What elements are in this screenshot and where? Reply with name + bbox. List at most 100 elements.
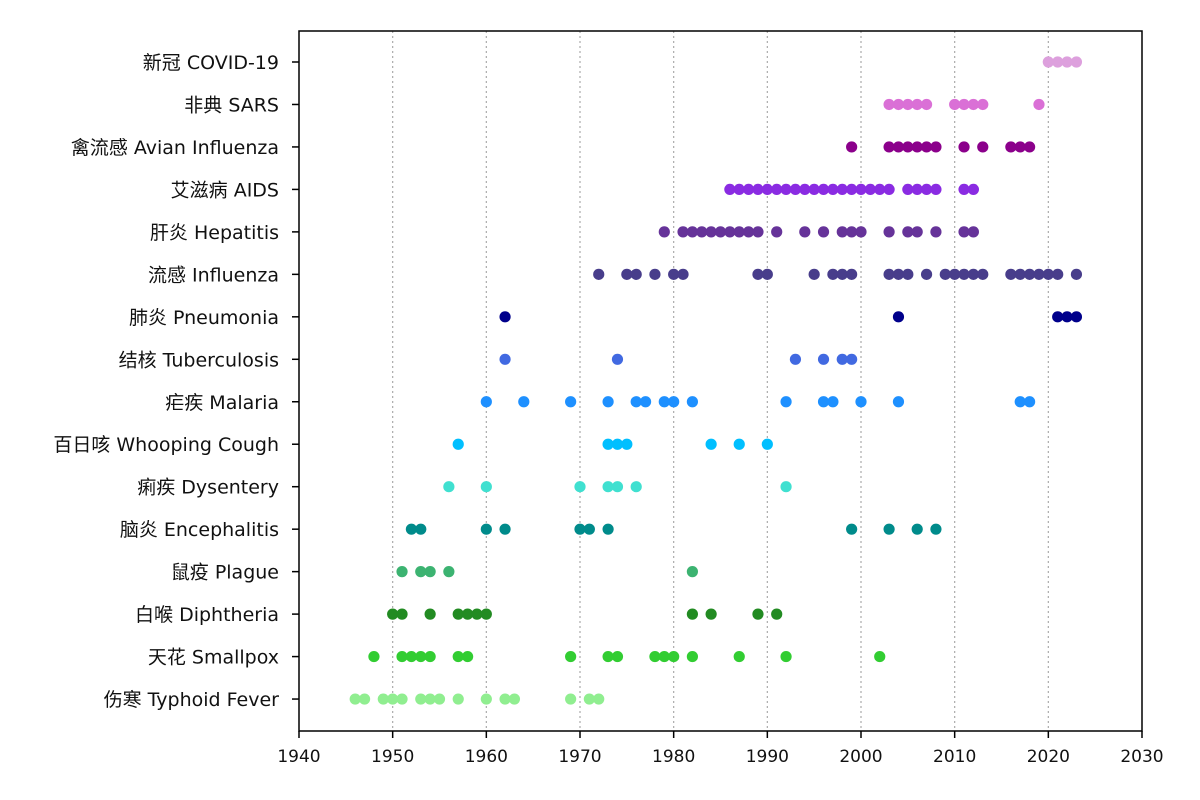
- data-point: [958, 183, 970, 196]
- data-point: [602, 438, 614, 450]
- x-tick-label: 1990: [746, 747, 789, 767]
- data-point: [902, 226, 914, 238]
- data-point: [1052, 56, 1064, 68]
- data-point: [892, 396, 905, 408]
- data-point: [1070, 311, 1083, 323]
- data-point: [817, 396, 830, 408]
- data-point: [565, 693, 577, 705]
- data-point: [649, 268, 661, 280]
- data-point: [621, 438, 633, 450]
- data-point: [930, 523, 942, 535]
- data-point: [565, 396, 577, 408]
- data-point: [836, 183, 848, 196]
- category-label: 伤寒 Typhoid Fever: [104, 689, 280, 711]
- data-point: [658, 226, 670, 238]
- data-point: [1024, 141, 1036, 153]
- data-point: [630, 481, 642, 493]
- category-label: 肺炎 Pneumonia: [129, 307, 279, 329]
- data-point: [611, 438, 624, 450]
- x-tick-label: 2020: [1027, 747, 1070, 767]
- data-point: [892, 311, 905, 323]
- data-point: [977, 268, 989, 280]
- x-tick-label: 1940: [277, 747, 320, 767]
- x-tick-label: 1950: [371, 747, 414, 767]
- data-point: [911, 141, 923, 153]
- data-point: [377, 693, 389, 705]
- data-point: [480, 693, 492, 705]
- data-point: [874, 183, 886, 196]
- data-point: [499, 353, 511, 365]
- data-point: [846, 141, 858, 153]
- category-label: 痢疾 Dysentery: [137, 477, 279, 499]
- data-point: [705, 438, 717, 450]
- data-point: [752, 268, 764, 280]
- data-point: [686, 396, 699, 408]
- data-point: [920, 98, 933, 111]
- data-point: [714, 226, 727, 238]
- data-point: [846, 353, 858, 365]
- data-point: [733, 438, 745, 450]
- data-point: [658, 396, 670, 408]
- data-point: [958, 141, 970, 153]
- data-point: [574, 523, 586, 535]
- data-point: [630, 268, 642, 280]
- data-point: [761, 183, 773, 196]
- data-point: [1014, 396, 1026, 408]
- x-tick-label: 1960: [465, 747, 508, 767]
- data-point: [462, 608, 474, 620]
- data-point: [686, 608, 699, 620]
- data-point: [602, 523, 614, 535]
- data-point: [415, 650, 427, 663]
- data-point: [883, 226, 895, 238]
- data-point: [358, 693, 371, 705]
- data-point: [911, 226, 923, 238]
- data-point: [396, 608, 408, 620]
- category-label: 结核 Tuberculosis: [119, 349, 279, 371]
- data-point: [855, 226, 867, 238]
- data-point: [387, 608, 399, 620]
- x-tick-label: 1970: [558, 747, 601, 767]
- x-tick-label: 2030: [1120, 747, 1163, 767]
- data-point: [368, 650, 380, 663]
- data-point: [452, 693, 464, 705]
- data-point: [1070, 268, 1083, 280]
- data-point: [808, 268, 820, 280]
- data-point: [1061, 311, 1073, 323]
- data-point: [405, 650, 417, 663]
- data-point: [415, 693, 427, 705]
- data-point: [433, 693, 446, 705]
- data-point: [611, 650, 624, 663]
- data-point: [611, 353, 624, 365]
- data-point: [846, 268, 858, 280]
- data-point: [658, 650, 670, 663]
- data-point: [574, 481, 586, 493]
- data-point: [817, 183, 830, 196]
- data-point: [462, 650, 474, 663]
- data-point: [1061, 56, 1073, 68]
- data-point: [892, 268, 905, 280]
- data-point: [799, 183, 811, 196]
- data-point: [939, 268, 951, 280]
- data-point: [883, 98, 895, 111]
- data-point: [883, 141, 895, 153]
- data-point: [883, 268, 895, 280]
- category-label: 非典 SARS: [184, 94, 279, 116]
- data-point: [696, 226, 708, 238]
- data-point: [724, 183, 736, 196]
- data-point: [752, 226, 764, 238]
- data-point: [780, 650, 792, 663]
- data-point: [1005, 268, 1017, 280]
- data-point: [733, 650, 745, 663]
- data-point: [602, 650, 614, 663]
- data-point: [396, 650, 408, 663]
- category-label: 禽流感 Avian Influenza: [71, 137, 279, 159]
- data-point: [415, 523, 427, 535]
- data-point: [1070, 56, 1083, 68]
- category-label: 脑炎 Encephalitis: [120, 519, 279, 541]
- data-point: [771, 608, 783, 620]
- data-point: [1052, 311, 1064, 323]
- data-point: [1024, 268, 1036, 280]
- data-point: [602, 481, 614, 493]
- data-point: [1042, 56, 1054, 68]
- data-point: [902, 268, 914, 280]
